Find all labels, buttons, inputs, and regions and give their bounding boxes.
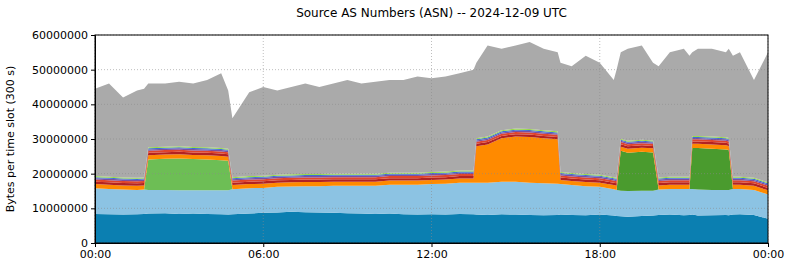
y-axis-title: Bytes per time slot (300 s): [4, 66, 17, 213]
tick-mark: [91, 243, 95, 244]
x-axis: 00:0006:0012:0018:0000:00: [80, 243, 785, 261]
tick-label: 20000000: [32, 168, 88, 181]
tick-mark: [91, 208, 95, 209]
title: Source AS Numbers (ASN) -- 2024-12-09 UT…: [296, 6, 567, 20]
tick-mark: [600, 243, 601, 247]
tick: 40000000: [32, 98, 95, 111]
tick: 10000000: [32, 202, 95, 215]
tick-mark: [91, 35, 95, 36]
tick: 18:00: [584, 243, 616, 261]
tick-mark: [263, 243, 264, 247]
grid-line: [263, 35, 264, 243]
tick-mark: [91, 174, 95, 175]
tick-label: 30000000: [32, 133, 88, 146]
y-axis: 0 10000000 20000000 30000000 40000000 5000000…: [32, 29, 96, 250]
grid-line: [431, 35, 432, 243]
tick-mark: [432, 243, 433, 247]
tick-label: 0: [81, 237, 88, 250]
chart: 00:0006:0012:0018:0000:00010000000200000…: [0, 0, 790, 267]
grid-line: [95, 69, 768, 70]
tick: 06:00: [248, 243, 280, 261]
tick: 30000000: [32, 133, 95, 146]
grid-line: [95, 208, 768, 209]
tick-label: 00:00: [753, 248, 785, 261]
tick: 50000000: [32, 64, 95, 77]
grid-line: [95, 139, 768, 140]
grid-line: [599, 35, 600, 243]
tick-mark: [91, 70, 95, 71]
tick-mark: [91, 104, 95, 105]
tick: 0: [81, 237, 95, 250]
tick-label: 06:00: [248, 248, 280, 261]
tick: 12:00: [416, 243, 448, 261]
tick: 20000000: [32, 168, 95, 181]
plot-frame: [95, 35, 768, 243]
tick: 00:00: [753, 243, 785, 261]
tick: 60000000: [32, 29, 95, 42]
grid: [95, 35, 768, 243]
tick-mark: [768, 243, 769, 247]
axis-line: [96, 244, 769, 248]
tick-label: 40000000: [32, 98, 88, 111]
tick-mark: [91, 139, 95, 140]
tick-label: 50000000: [32, 64, 88, 77]
axis-line: [91, 36, 96, 244]
tick-label: 12:00: [416, 248, 448, 261]
tick-label: 60000000: [32, 29, 88, 42]
tick-label: 18:00: [584, 248, 616, 261]
tick-label: 10000000: [32, 202, 88, 215]
